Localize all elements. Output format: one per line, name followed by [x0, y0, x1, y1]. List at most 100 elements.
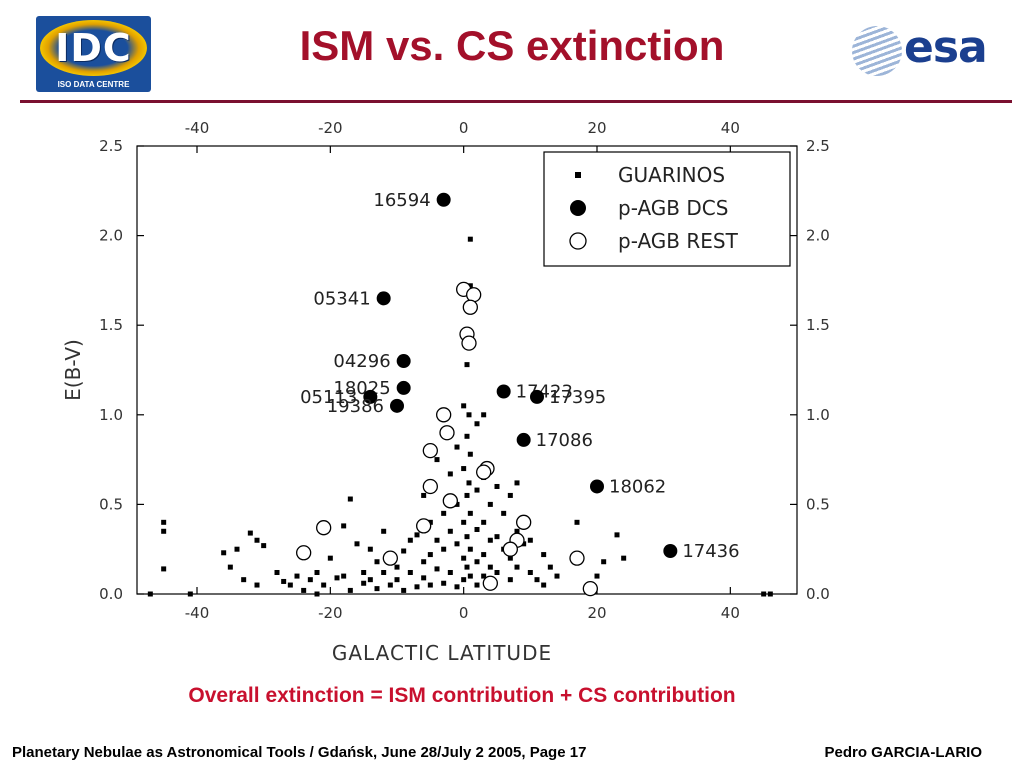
pagb-rest-point [296, 545, 312, 561]
guarinos-point [507, 555, 513, 561]
guarinos-point [394, 577, 400, 583]
pagb-rest-point [382, 550, 398, 566]
guarinos-point [481, 552, 487, 558]
guarinos-point [467, 546, 473, 552]
pagb-rest-point [442, 493, 458, 509]
x-tick-label-bottom: -20 [318, 604, 343, 622]
guarinos-point [621, 555, 627, 561]
guarinos-point [287, 582, 293, 588]
guarinos-point [421, 575, 427, 581]
pagb-rest-point [569, 550, 585, 566]
y-tick-label-right: 1.0 [806, 406, 830, 424]
pagb-rest-point [422, 478, 438, 495]
pagb-dcs-point [363, 389, 378, 404]
footer-left: Planetary Nebulae as Astronomical Tools … [12, 744, 587, 761]
guarinos-point [161, 519, 167, 525]
guarinos-point [447, 569, 453, 575]
guarinos-point [461, 555, 467, 561]
y-tick-label-right: 1.5 [806, 316, 830, 334]
guarinos-point [361, 580, 367, 586]
y-tick-label-left: 2.5 [99, 137, 123, 155]
guarinos-point [614, 532, 620, 538]
guarinos-point [321, 582, 327, 588]
guarinos-point [234, 546, 240, 552]
guarinos-point [461, 403, 467, 409]
guarinos-point [401, 587, 407, 593]
guarinos-point [434, 566, 440, 572]
guarinos-point [547, 564, 553, 570]
pagb-dcs-label: 05341 [313, 288, 370, 309]
pagb-rest-point [482, 575, 498, 591]
pagb-rest-point [461, 335, 477, 351]
guarinos-point [374, 559, 380, 565]
pagb-dcs-label: 17436 [682, 541, 739, 562]
guarinos-point [574, 519, 580, 525]
slide-title: ISM vs. CS extinction [299, 22, 725, 69]
guarinos-point [294, 573, 300, 579]
guarinos-point [481, 573, 487, 579]
guarinos-point [161, 566, 167, 572]
idc-logo: IDC ISO DATA CENTRE [36, 16, 151, 92]
legend-marker-guarinos [575, 172, 581, 178]
legend-label: p-AGB DCS [618, 196, 728, 220]
guarinos-point [487, 564, 493, 570]
guarinos-point [314, 569, 320, 575]
guarinos-point [464, 534, 470, 540]
x-tick-label-top: -20 [318, 119, 343, 137]
guarinos-point [494, 534, 500, 540]
title-rule [20, 100, 1012, 103]
guarinos-point [554, 573, 560, 579]
guarinos-point [447, 528, 453, 534]
guarinos-point [454, 541, 460, 547]
guarinos-point [261, 543, 267, 549]
pagb-rest-point [462, 299, 478, 315]
esa-globe-icon [852, 26, 902, 76]
guarinos-point [527, 569, 533, 575]
x-tick-label-top: 0 [459, 119, 469, 137]
guarinos-point [514, 528, 520, 534]
pagb-dcs-point [390, 398, 404, 413]
guarinos-point [464, 433, 470, 439]
guarinos-point [434, 457, 440, 463]
pagb-rest-point [439, 425, 455, 441]
x-tick-label-top: 20 [587, 119, 606, 137]
guarinos-point [161, 528, 167, 534]
guarinos-point [381, 569, 387, 575]
guarinos-point [407, 537, 413, 543]
guarinos-point [601, 559, 607, 565]
guarinos-point [541, 582, 547, 588]
guarinos-point [534, 577, 540, 583]
guarinos-point [461, 577, 467, 583]
guarinos-point [367, 546, 373, 552]
pagb-dcs-point [590, 479, 604, 494]
pagb-dcs-point [516, 432, 531, 447]
guarinos-point [307, 577, 313, 583]
guarinos-point [541, 552, 547, 558]
guarinos-point [461, 519, 467, 525]
esa-logo: esa [850, 22, 1000, 78]
guarinos-point [327, 555, 333, 561]
pagb-dcs-label: 17395 [549, 387, 606, 408]
guarinos-point [301, 587, 307, 593]
guarinos-point [474, 421, 480, 427]
guarinos-point [241, 577, 247, 583]
guarinos-point [341, 573, 347, 579]
guarinos-point [407, 569, 413, 575]
y-tick-label-left: 1.0 [99, 406, 123, 424]
pagb-rest-point [476, 464, 492, 480]
pagb-rest-point [582, 580, 598, 597]
pagb-rest-point [466, 287, 482, 303]
guarinos-point [434, 537, 440, 543]
guarinos-point [274, 569, 280, 575]
pagb-dcs-label: 17086 [536, 430, 593, 451]
guarinos-point [474, 487, 480, 493]
plot-frame [136, 145, 798, 595]
guarinos-point [474, 582, 480, 588]
guarinos-point [474, 559, 480, 565]
x-tick-label-top: 40 [721, 119, 740, 137]
pagb-dcs-label: 16594 [373, 190, 430, 211]
pagb-rest-point [422, 442, 438, 459]
guarinos-point [467, 451, 473, 457]
guarinos-point [334, 575, 340, 581]
guarinos-point [221, 550, 227, 556]
